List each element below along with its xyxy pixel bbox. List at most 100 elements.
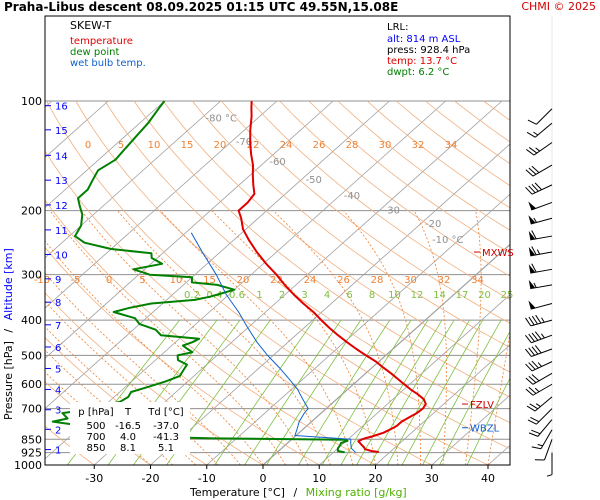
wind-barb	[525, 331, 553, 344]
x-axis-mixing-ratio-label: Mixing ratio [g/kg]	[306, 486, 407, 499]
dry-adiabat-line	[162, 100, 510, 373]
pressure-tick-label: 700	[21, 403, 42, 416]
wind-barb	[525, 314, 553, 327]
legend-temperature: temperature	[70, 36, 133, 47]
mixing-ratio-line	[466, 377, 510, 465]
moist-adiabat-label-upper: 22	[247, 140, 260, 151]
wind-barb-flag	[528, 247, 536, 256]
wind-barb-staff	[536, 108, 553, 125]
mixing-ratio-label: 25	[501, 290, 514, 301]
mixing-ratio-line	[340, 319, 429, 465]
wind-barb-staff	[531, 201, 553, 211]
table-cell: 700	[86, 432, 105, 443]
dry-adiabat-line	[133, 100, 510, 398]
moist-adiabat-label-upper: 32	[412, 140, 425, 151]
x-axis-tick-label: -30	[85, 472, 103, 485]
plot-frame	[44, 15, 511, 466]
moist-adiabat-label-lower: 15	[203, 275, 216, 286]
x-axis-tick-label: 0	[260, 472, 267, 485]
wind-barb-full	[528, 347, 536, 356]
altitude-tick-label: 4	[55, 385, 61, 396]
wind-barb-half	[537, 444, 543, 447]
wind-barb-staff	[530, 251, 553, 257]
wind-barb-staff	[537, 419, 553, 437]
altitude-tick-label: 15	[55, 126, 68, 137]
isotherm-label: -30	[384, 206, 400, 217]
wind-barb-full	[525, 388, 534, 396]
isotherm-line	[544, 101, 600, 465]
wind-barb-staff	[530, 319, 553, 327]
moist-adiabat-label-upper: 26	[313, 140, 326, 151]
info-pressure: press: 928.4 hPa	[387, 45, 470, 56]
info-dewpoint: dwpt: 6.2 °C	[387, 67, 449, 78]
temperature-line	[237, 100, 427, 453]
wind-barb-full	[528, 147, 538, 154]
wind-barb-full	[531, 332, 539, 341]
moist-adiabat-label-upper: 10	[148, 140, 161, 151]
wind-barb-staff	[532, 164, 553, 177]
moist-adiabat-label-lower: 26	[337, 275, 350, 286]
info-altitude: alt: 814 m ASL	[387, 34, 461, 45]
altitude-tick-label: 11	[55, 226, 68, 237]
wind-barb	[525, 182, 553, 195]
moist-adiabat-label-lower: 30	[404, 275, 417, 286]
wind-barb	[528, 215, 553, 225]
wind-barb-full	[531, 246, 537, 256]
wind-barb	[526, 122, 553, 138]
wind-barb	[526, 396, 553, 412]
altitude-tick-label: 5	[55, 364, 61, 375]
dry-adiabat-line	[45, 150, 432, 465]
mixing-ratio-line	[422, 319, 502, 465]
wind-barb	[528, 419, 553, 437]
wind-barb-full	[531, 315, 538, 325]
moist-adiabat-label-upper: 34	[445, 140, 458, 151]
isotherm-label: -20	[425, 219, 441, 230]
wind-barb	[528, 201, 553, 211]
mixing-ratio-line	[321, 319, 412, 465]
moist-adiabat-line	[343, 210, 421, 465]
wind-barb-full	[531, 429, 541, 435]
isotherm-label: -60	[269, 157, 285, 168]
wind-barb-full	[531, 263, 537, 273]
wind-barb-half	[533, 131, 539, 136]
info-temperature: temp: 13.7 °C	[387, 56, 457, 67]
y-axis-altitude-label: Altitude [km]	[2, 248, 15, 320]
wind-barb-half	[535, 147, 541, 152]
altitude-tick-label: 14	[55, 151, 68, 162]
moist-adiabat-label-lower: -5	[71, 275, 81, 286]
wind-barb-full	[528, 185, 536, 194]
mixing-ratio-line	[387, 319, 470, 465]
wind-barb-full	[525, 186, 533, 195]
wind-barb-flag	[528, 279, 536, 289]
wind-barb-staff	[530, 235, 553, 241]
wind-barb-full	[525, 334, 532, 344]
wind-barb	[526, 142, 553, 156]
pressure-tick-label: 300	[21, 269, 42, 282]
wind-barb	[525, 372, 553, 385]
wind-barb-full	[531, 446, 542, 450]
wind-barb-full	[526, 405, 536, 412]
mixing-ratio-label: 12	[411, 290, 424, 301]
wind-barb-half	[536, 249, 541, 255]
wind-barb-full	[531, 230, 537, 240]
moist-adiabat-line	[273, 210, 399, 465]
x-axis-tick-label: 40	[481, 472, 495, 485]
wind-barb-staff	[531, 348, 553, 357]
dry-adiabat-line	[308, 100, 510, 254]
mixing-ratio-label: 17	[456, 290, 469, 301]
dry-adiabat-line	[250, 100, 510, 300]
wind-barb-full	[534, 345, 542, 354]
isotherm-label: -40	[344, 191, 360, 202]
dry-adiabat-line	[513, 101, 600, 465]
pressure-tick-label: 500	[21, 349, 42, 362]
moist-adiabat-label-lower: 0	[106, 275, 112, 286]
table-cell: -41.3	[153, 432, 179, 443]
wind-barb	[528, 279, 553, 290]
wind-barb-full	[535, 314, 542, 324]
wind-barb-half	[535, 403, 541, 407]
table-cell: 500	[86, 421, 105, 432]
wind-barb-staff	[540, 429, 553, 450]
wind-barb-full	[528, 375, 537, 383]
isotherm-line	[206, 193, 510, 465]
info-title: LRL:	[387, 22, 408, 33]
